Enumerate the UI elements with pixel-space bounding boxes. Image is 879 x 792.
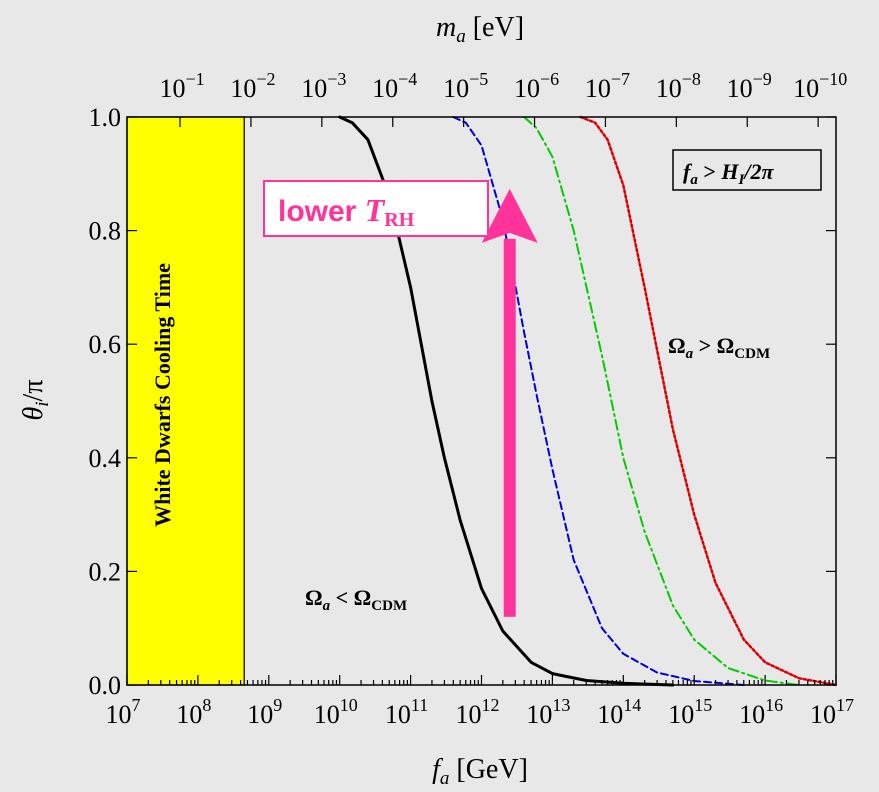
x2-tick-label: 10−2 [230,69,275,103]
x-tick-label: 1017 [810,695,854,729]
condition-box: fa > HI/2π [672,149,822,191]
x2-tick-label: 10−3 [301,69,346,103]
curve-dotted [579,115,838,687]
x2-tick-label: 10−5 [443,69,488,103]
x2-axis-title: ma [eV] [436,12,524,47]
ticks [126,116,837,686]
y-tick-label: 1.0 [89,103,122,132]
x2-tick-labels: 10−1 10−2 10−3 10−4 10−5 10−6 10−7 10−8 10−9 10−1… [159,69,847,103]
lower-trh-arrow [481,188,538,617]
upper-region-label: Ωa > ΩCDM [668,333,770,362]
curve-solid [338,115,675,687]
arrow-label-box: lower TRH [263,180,489,237]
x-tick-label: 1013 [526,695,570,729]
x2-tick-label: 10−10 [793,69,847,103]
x-tick-label: 1012 [456,695,500,729]
y-tick-labels: 0.0 0.2 0.4 0.6 0.8 1.0 [89,103,122,700]
x2-tick-label: 10−7 [585,69,630,103]
wd-region-label: White Dwarfs Cooling Time [150,263,175,527]
x-tick-label: 109 [247,695,282,729]
curve-dashed [452,116,745,686]
white-dwarf-region [126,116,245,686]
arrow-label: lower TRH [278,192,415,231]
x-axis-title: fa [GeV] [432,754,528,789]
x-tick-label: 1010 [314,695,358,729]
arrow-shaft [503,238,516,617]
curves [338,115,838,687]
x2-tick-label: 10−9 [727,69,772,103]
x-tick-label: 1016 [739,695,783,729]
x2-tick-label: 10−4 [372,69,417,103]
y-tick-label: 0.4 [89,444,122,473]
y-tick-label: 0.0 [89,671,122,700]
x2-tick-label: 10−8 [656,69,701,103]
x-tick-label: 107 [106,695,141,729]
arrow-head [481,188,538,243]
lower-region-label: Ωa < ΩCDM [305,585,407,614]
x2-tick-label: 10−6 [514,69,559,103]
x-tick-label: 1011 [385,695,428,729]
x-tick-label: 1014 [597,695,641,729]
y-tick-label: 0.8 [89,217,122,246]
y-axis-title: θi/π [18,380,53,421]
condition-label: fa > HI/2π [683,159,774,188]
y-tick-label: 0.2 [89,557,122,586]
x-tick-label: 108 [176,695,211,729]
x2-tick-label: 10−1 [159,69,204,103]
x-tick-label: 1015 [668,695,712,729]
x-tick-labels: 107 108 109 1010 1011 1012 1013 1014 1015 1016 101… [106,695,855,729]
curve-dashdot [523,116,800,686]
y-tick-label: 0.6 [89,330,122,359]
